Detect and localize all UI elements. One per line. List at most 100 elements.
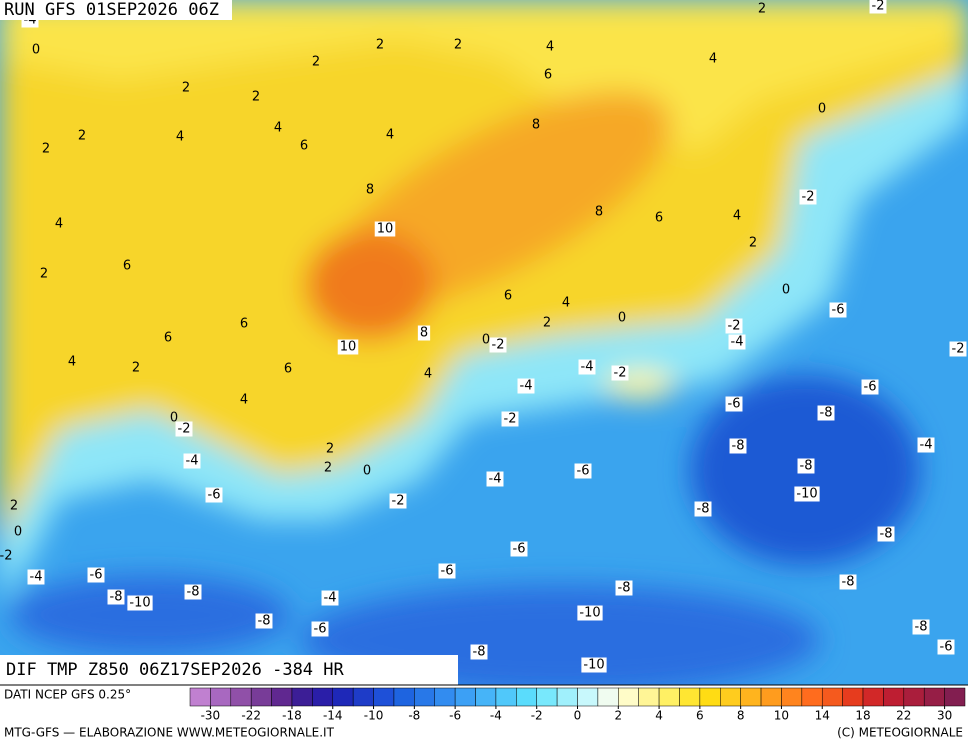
label-box xyxy=(829,302,847,318)
label-box xyxy=(517,378,535,394)
legend-tick-label: -18 xyxy=(282,709,302,723)
contour-label: -6 xyxy=(441,564,454,579)
contour-label: 4 xyxy=(546,40,554,55)
contour-label: -8 xyxy=(732,439,745,454)
contour-label: -10 xyxy=(796,487,817,502)
legend-swatch xyxy=(597,687,619,707)
contour-label: -4 xyxy=(920,438,933,453)
label-box xyxy=(877,526,895,542)
label-box xyxy=(577,605,603,621)
contour-label: -2 xyxy=(872,0,885,14)
legend-swatch xyxy=(291,687,313,707)
contour-label: 4 xyxy=(709,52,717,67)
legend-tick-label: -30 xyxy=(201,709,221,723)
contour-label: -2 xyxy=(0,549,12,564)
contour-label: 6 xyxy=(284,362,292,377)
label-box xyxy=(184,584,202,600)
contour-label: 0 xyxy=(32,43,40,58)
label-box xyxy=(615,580,633,596)
label-box xyxy=(725,396,743,412)
legend-swatch xyxy=(516,687,537,707)
label-box xyxy=(27,569,45,585)
legend-tick-label: 4 xyxy=(655,709,663,723)
contour-label: 8 xyxy=(366,183,374,198)
label-box xyxy=(917,437,935,453)
label-box xyxy=(87,567,105,583)
contour-label: 2 xyxy=(252,90,260,105)
contour-label: -6 xyxy=(513,542,526,557)
contour-label: 4 xyxy=(176,130,184,145)
contour-label: -6 xyxy=(940,640,953,655)
contour-label: -2 xyxy=(492,338,505,353)
contour-label: -4 xyxy=(324,591,337,606)
contour-label: 8 xyxy=(532,118,540,133)
contour-label: 4 xyxy=(55,217,63,232)
contour-label: 6 xyxy=(544,68,552,83)
legend-swatch xyxy=(923,687,945,707)
map-background xyxy=(0,0,968,685)
credit: MTG-GFS — ELABORAZIONE WWW.METEOGIORNALE… xyxy=(4,726,335,740)
legend-swatch xyxy=(495,687,517,707)
label-box xyxy=(937,639,955,655)
label-box xyxy=(729,438,747,454)
legend-swatch xyxy=(720,687,741,707)
legend-swatch xyxy=(393,687,415,707)
contour-label: -10 xyxy=(579,606,600,621)
contour-label: 2 xyxy=(312,55,320,70)
contour-label: 6 xyxy=(123,259,131,274)
contour-label: -6 xyxy=(90,568,103,583)
label-box xyxy=(417,325,431,341)
contour-label: -6 xyxy=(577,464,590,479)
legend-swatch xyxy=(250,687,272,707)
legend-tick-label: -4 xyxy=(490,709,502,723)
legend-tick-label: 14 xyxy=(815,709,830,723)
contour-label: -8 xyxy=(697,502,710,517)
legend-swatch xyxy=(332,687,354,707)
contour-label: 2 xyxy=(42,142,50,157)
contour-label: 0 xyxy=(618,311,626,326)
contour-label: 6 xyxy=(240,317,248,332)
contour-label: 2 xyxy=(10,499,18,514)
contour-label: 2 xyxy=(758,2,766,17)
contour-label: 2 xyxy=(132,361,140,376)
contour-label: -8 xyxy=(842,575,855,590)
label-box xyxy=(438,563,456,579)
contour-label: 2 xyxy=(324,461,332,476)
legend-tick-label: -22 xyxy=(241,709,261,723)
label-box xyxy=(797,458,815,474)
contour-label: 4 xyxy=(240,393,248,408)
label-box xyxy=(581,657,607,673)
legend-swatch xyxy=(271,687,293,707)
contour-label: -8 xyxy=(618,581,631,596)
contour-label: 4 xyxy=(733,209,741,224)
legend-tick-label: 10 xyxy=(774,709,789,723)
contour-label: 6 xyxy=(655,211,663,226)
contour-label: -2 xyxy=(728,319,741,334)
legend-swatch xyxy=(903,687,925,707)
contour-label: -4 xyxy=(520,379,533,394)
contour-label: 2 xyxy=(326,442,334,457)
contour-label: 2 xyxy=(40,267,48,282)
legend-tick-label: 2 xyxy=(614,709,622,723)
label-box xyxy=(389,493,407,509)
contour-label: -10 xyxy=(129,596,150,611)
contour-label: 4 xyxy=(424,367,432,382)
contour-label: -2 xyxy=(504,412,517,427)
label-box xyxy=(694,501,712,517)
legend-tick-label: -10 xyxy=(364,709,384,723)
legend-swatch xyxy=(658,687,680,707)
contour-label: -2 xyxy=(178,422,191,437)
label-box xyxy=(255,613,273,629)
legend-swatch xyxy=(475,687,497,707)
legend-swatch xyxy=(862,687,884,707)
legend-tick-label: 18 xyxy=(855,709,870,723)
contour-label: -8 xyxy=(800,459,813,474)
label-box xyxy=(949,341,967,357)
label-box xyxy=(578,359,596,375)
contour-label: 6 xyxy=(300,139,308,154)
legend-tick-label: -6 xyxy=(449,709,461,723)
contour-label: 8 xyxy=(420,326,428,341)
legend-swatch xyxy=(454,687,476,707)
